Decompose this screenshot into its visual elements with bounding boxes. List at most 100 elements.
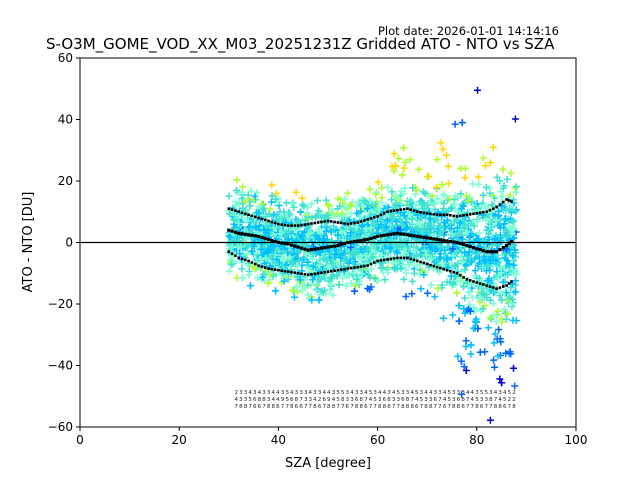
scatter-point [490, 300, 498, 308]
scatter-point [280, 277, 288, 285]
scatter-point [452, 206, 460, 214]
scatter-point [413, 186, 421, 194]
sample-count-label: 3 [489, 390, 493, 396]
series-median-point [253, 234, 257, 238]
scatter-point [288, 286, 296, 294]
scatter-point [272, 190, 280, 198]
scatter-point [397, 238, 405, 246]
scatter-point [497, 237, 505, 245]
scatter-point [408, 277, 416, 285]
scatter-point [367, 197, 375, 205]
series-lower-point [310, 273, 313, 276]
scatter-point [444, 162, 452, 170]
scatter-point [331, 250, 338, 258]
scatter-point [347, 201, 355, 209]
scatter-point [439, 191, 447, 198]
scatter-point [481, 162, 489, 170]
scatter-point [272, 212, 280, 220]
series-median-point [405, 233, 409, 237]
scatter-point [285, 211, 293, 219]
series-upper-point [263, 218, 267, 222]
scatter-point [417, 285, 425, 293]
series-lower-point [425, 262, 429, 266]
sample-count-label: 5 [248, 397, 252, 403]
series-upper-point [475, 212, 479, 215]
series-lower-point [343, 267, 346, 271]
sample-count-label: 7 [438, 404, 442, 410]
scatter-point [347, 210, 355, 218]
series-median-point [509, 239, 514, 244]
scatter-point [410, 269, 418, 277]
series-median-point [273, 239, 277, 244]
series-median-point [462, 242, 466, 247]
series-lower-point [339, 268, 343, 271]
sample-count-label: 5 [373, 397, 377, 403]
sample-count-label: 8 [461, 397, 465, 403]
scatter-point [308, 296, 316, 304]
sample-count-label: 4 [276, 390, 280, 396]
sample-count-label: 7 [234, 404, 238, 410]
series-median-point [495, 250, 499, 254]
scatter-point [324, 201, 332, 209]
scatter-point [500, 305, 508, 313]
scatter-point [315, 207, 322, 215]
sample-count-label: 3 [244, 397, 248, 403]
series-upper-point [336, 221, 340, 224]
sample-count-label: 7 [489, 404, 493, 410]
scatter-point [473, 274, 481, 282]
scatter-point [449, 252, 457, 260]
sample-count-label: 8 [239, 404, 243, 410]
sample-count-label: 8 [262, 397, 266, 403]
scatter-point [288, 200, 296, 208]
scatter-point [412, 201, 420, 209]
scatter-point [370, 239, 378, 247]
scatter-point [415, 166, 423, 173]
sample-count-label: 6 [322, 397, 326, 403]
series-median-point [306, 248, 310, 252]
series-upper-point [459, 214, 462, 218]
sample-count-label: 4 [498, 397, 502, 403]
series-lower-point [366, 264, 369, 267]
scatter-point [397, 264, 405, 272]
series-upper-point [465, 213, 469, 217]
sample-count-label: 7 [438, 397, 442, 403]
series-lower-point [250, 261, 254, 264]
sample-count-label: 5 [341, 390, 345, 396]
scatter-point [301, 233, 309, 241]
scatter-point [351, 287, 358, 295]
series-lower-point [336, 268, 340, 272]
series-upper-point [488, 208, 492, 212]
scatter-point [367, 283, 375, 291]
sample-count-label: 3 [434, 390, 438, 396]
sample-count-label: 3 [281, 390, 285, 396]
series-lower-point [429, 263, 432, 267]
series-upper-point [416, 210, 419, 213]
scatter-point [472, 306, 480, 314]
sample-count-label: 6 [503, 404, 507, 410]
sample-count-label: 7 [341, 404, 345, 410]
scatter-point [428, 224, 436, 231]
scatter-point [294, 262, 301, 270]
scatter-point [443, 151, 450, 159]
scatter-point [494, 352, 502, 360]
scatter-point [304, 291, 312, 299]
series-upper-point [505, 198, 508, 201]
sample-count-label: 8 [410, 404, 414, 410]
series-lower-point [240, 257, 244, 261]
series-median-point [293, 244, 297, 248]
scatter-point [451, 261, 459, 269]
scatter-point [231, 211, 239, 219]
series-lower-point [399, 256, 402, 260]
series-median-point [243, 232, 247, 236]
scatter-point [504, 310, 511, 318]
scatter-point [405, 260, 413, 268]
series-lower-point [485, 284, 488, 287]
scatter-point [279, 248, 287, 256]
scatter-point [455, 317, 463, 325]
sample-count-label: 6 [290, 397, 294, 403]
scatter-point [342, 213, 350, 220]
scatter-point [468, 294, 476, 301]
scatter-point [450, 200, 458, 208]
scatter-point [334, 231, 342, 239]
series-upper-point [462, 214, 465, 217]
